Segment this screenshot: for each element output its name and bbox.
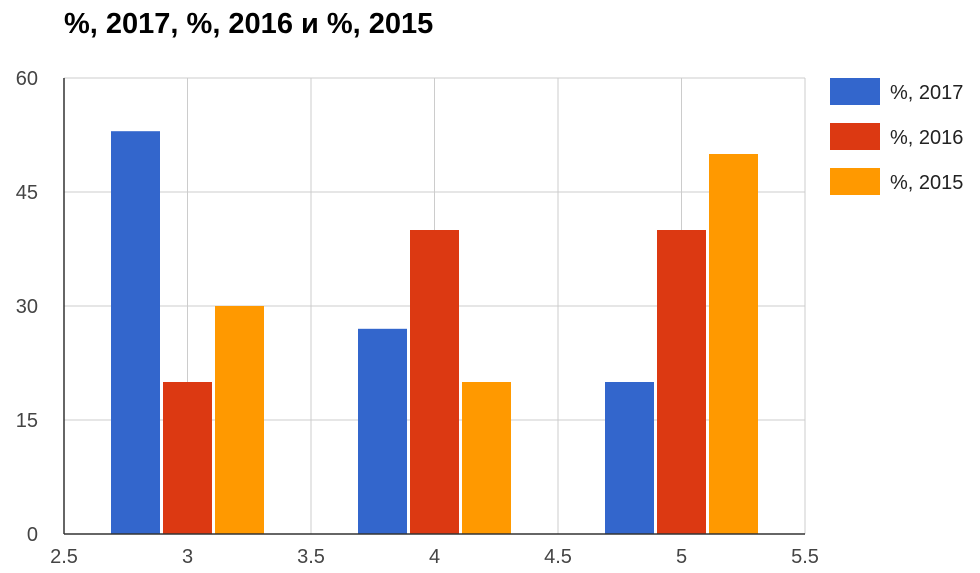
x-tick-label: 3.5 (297, 546, 325, 568)
x-tick-label: 2.5 (50, 546, 78, 568)
y-tick-label: 15 (16, 410, 38, 432)
bar (605, 382, 654, 534)
y-tick-label: 0 (27, 524, 38, 546)
legend: %, 2017 %, 2016 %, 2015 (830, 78, 963, 195)
y-tick-label: 45 (16, 182, 38, 204)
y-tick-label: 60 (16, 68, 38, 90)
x-tick-label: 4 (429, 546, 440, 568)
bar (111, 131, 160, 534)
legend-label: %, 2016 (890, 127, 963, 149)
bar (215, 306, 264, 534)
axes (63, 78, 805, 535)
legend-swatch (830, 78, 880, 105)
bars (111, 131, 758, 534)
bar (462, 382, 511, 534)
legend-label: %, 2015 (890, 172, 963, 194)
x-tick-label: 5 (676, 546, 687, 568)
bar (163, 382, 212, 534)
bar (709, 154, 758, 534)
y-axis-tick-labels: 0 15 30 45 60 (16, 68, 38, 546)
x-tick-label: 4.5 (544, 546, 572, 568)
x-axis-tick-labels: 2.5 3 3.5 4 4.5 5 5.5 (50, 546, 819, 568)
chart-title: %, 2017, %, 2016 и %, 2015 (64, 8, 434, 40)
x-tick-label: 5.5 (791, 546, 819, 568)
y-tick-label: 30 (16, 296, 38, 318)
legend-swatch (830, 123, 880, 150)
x-tick-label: 3 (182, 546, 193, 568)
legend-swatch (830, 168, 880, 195)
legend-label: %, 2017 (890, 82, 963, 104)
bar (657, 230, 706, 534)
bar (358, 328, 407, 534)
bar (410, 230, 459, 534)
